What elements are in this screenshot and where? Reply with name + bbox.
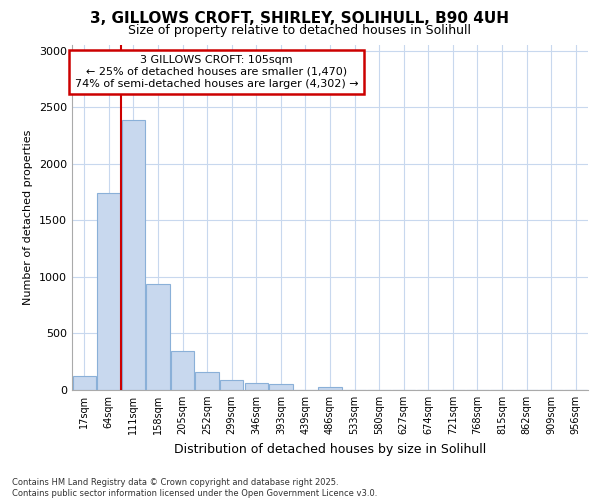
Text: 3, GILLOWS CROFT, SHIRLEY, SOLIHULL, B90 4UH: 3, GILLOWS CROFT, SHIRLEY, SOLIHULL, B90… xyxy=(91,11,509,26)
Bar xyxy=(220,380,244,390)
X-axis label: Distribution of detached houses by size in Solihull: Distribution of detached houses by size … xyxy=(174,442,486,456)
Text: Size of property relative to detached houses in Solihull: Size of property relative to detached ho… xyxy=(128,24,472,37)
Bar xyxy=(73,376,96,390)
Text: 3 GILLOWS CROFT: 105sqm
← 25% of detached houses are smaller (1,470)
74% of semi: 3 GILLOWS CROFT: 105sqm ← 25% of detache… xyxy=(74,56,358,88)
Bar xyxy=(122,120,145,390)
Y-axis label: Number of detached properties: Number of detached properties xyxy=(23,130,34,305)
Text: Contains HM Land Registry data © Crown copyright and database right 2025.
Contai: Contains HM Land Registry data © Crown c… xyxy=(12,478,377,498)
Bar xyxy=(319,386,341,390)
Bar xyxy=(269,384,293,390)
Bar xyxy=(196,372,219,390)
Bar xyxy=(245,383,268,390)
Bar xyxy=(171,351,194,390)
Bar xyxy=(97,193,121,390)
Bar xyxy=(146,284,170,390)
